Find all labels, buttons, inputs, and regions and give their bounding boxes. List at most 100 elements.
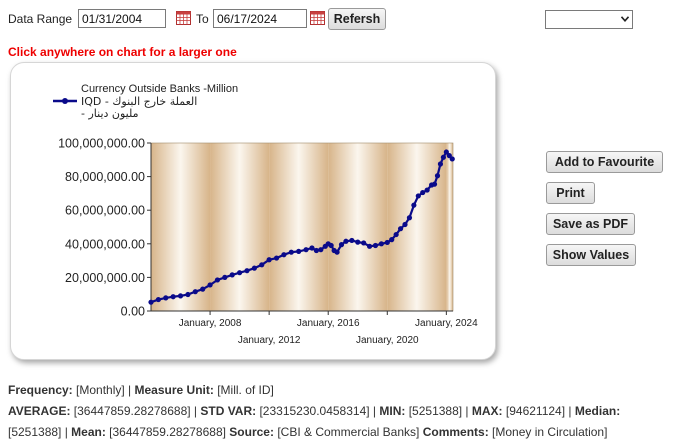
x-tick-label: January, 2012 bbox=[238, 335, 301, 346]
series-point bbox=[328, 242, 334, 249]
series-point bbox=[415, 193, 421, 199]
series-point bbox=[200, 286, 206, 292]
series-point bbox=[288, 249, 294, 255]
series-point bbox=[251, 265, 257, 271]
plot-band bbox=[269, 143, 329, 311]
series-layer bbox=[148, 149, 455, 305]
x-tick-label: January, 2020 bbox=[356, 335, 419, 346]
series-point bbox=[393, 231, 399, 238]
series-point bbox=[378, 241, 384, 247]
average-label: AVERAGE: bbox=[8, 404, 71, 418]
series-point bbox=[402, 221, 408, 228]
series-point bbox=[343, 238, 349, 244]
std-var-label: STD VAR: bbox=[200, 404, 257, 418]
series-point bbox=[229, 272, 235, 278]
mean-label: Mean: bbox=[71, 425, 106, 439]
series-point bbox=[244, 268, 250, 274]
series-point bbox=[420, 189, 426, 196]
larger-chart-notice: Click anywhere on chart for a larger one bbox=[8, 45, 237, 59]
comments-label: Comments: bbox=[422, 425, 489, 439]
start-calendar-icon[interactable] bbox=[176, 11, 191, 28]
series-point bbox=[214, 277, 221, 283]
footer-line-3: [5251388] | Mean: [36447859.28278688] So… bbox=[8, 422, 607, 442]
series-point bbox=[384, 239, 390, 246]
median-label: Median: bbox=[574, 404, 621, 418]
series-select[interactable] bbox=[545, 10, 633, 29]
refresh-button[interactable]: Refersh bbox=[328, 8, 386, 30]
series-point bbox=[424, 187, 430, 193]
y-tick-label: 60,000,000.00 bbox=[65, 204, 145, 218]
series-point bbox=[170, 294, 176, 300]
end-date-input[interactable] bbox=[213, 9, 307, 28]
series-point bbox=[281, 252, 287, 258]
legend-line-1: Currency Outside Banks -Million bbox=[81, 83, 238, 95]
series-point bbox=[273, 255, 280, 261]
x-axis: January, 2008 January, 2012 January, 2016 J… bbox=[151, 310, 478, 346]
std-var-value: [23315230.0458314] | bbox=[256, 404, 380, 418]
measure-unit-value: [Mill. of ID] bbox=[213, 383, 274, 397]
series-point bbox=[440, 154, 447, 160]
plot-band bbox=[328, 143, 388, 311]
source-value: [CBI & Commercial Banks] bbox=[273, 425, 423, 439]
frequency-value: [Monthly] | bbox=[72, 383, 135, 397]
series-point bbox=[155, 296, 161, 303]
series-point bbox=[411, 202, 417, 208]
print-button[interactable]: Print bbox=[546, 182, 595, 204]
currency-chart[interactable]: 0.00 20,000,000.00 40,000,000.00 60,000,000… bbox=[11, 63, 497, 361]
frequency-label: Frequency: bbox=[8, 383, 73, 397]
calendar-icon[interactable] bbox=[310, 11, 325, 25]
min-value: [5251388] | bbox=[405, 404, 472, 418]
y-tick-label: 80,000,000.00 bbox=[65, 170, 145, 184]
end-calendar-icon[interactable] bbox=[310, 11, 325, 28]
legend: Currency Outside Banks -Million IQD - ال… bbox=[53, 83, 238, 120]
series-point bbox=[207, 282, 213, 288]
comments-value: [Money in Circulation] bbox=[488, 425, 608, 439]
series-point bbox=[389, 237, 395, 243]
series-point bbox=[443, 149, 449, 155]
series-point bbox=[303, 247, 309, 253]
series-point bbox=[148, 299, 154, 305]
series-point bbox=[449, 156, 455, 162]
series-point bbox=[434, 173, 441, 179]
plot-band bbox=[446, 143, 453, 311]
chart-panel[interactable]: 0.00 20,000,000.00 40,000,000.00 60,000,000… bbox=[10, 62, 496, 360]
source-label: Source: bbox=[229, 425, 274, 439]
series-point bbox=[222, 274, 228, 280]
series-point bbox=[296, 248, 302, 254]
series-point bbox=[185, 291, 191, 298]
legend-line-3: - مليون دينار bbox=[81, 107, 139, 120]
calendar-icon[interactable] bbox=[176, 11, 191, 25]
y-tick-label: 100,000,000.00 bbox=[58, 137, 145, 151]
save-as-pdf-button[interactable]: Save as PDF bbox=[546, 213, 635, 235]
median-value: [5251388] | bbox=[8, 425, 72, 439]
series-point bbox=[361, 240, 367, 246]
plot-band bbox=[151, 143, 211, 311]
y-tick-label: 40,000,000.00 bbox=[65, 237, 145, 251]
series-point bbox=[318, 247, 324, 253]
series-point bbox=[397, 226, 404, 232]
chevron-down-icon bbox=[621, 16, 629, 22]
series-point bbox=[163, 295, 169, 301]
series-point bbox=[177, 293, 184, 299]
series-point bbox=[309, 245, 315, 251]
plot-band bbox=[387, 143, 447, 311]
series-point bbox=[355, 239, 361, 245]
series-point bbox=[406, 215, 413, 221]
series-point bbox=[366, 243, 373, 249]
series-point bbox=[431, 181, 438, 187]
average-value: [36447859.28278688] | bbox=[70, 404, 201, 418]
add-to-favourite-button[interactable]: Add to Favourite bbox=[546, 151, 663, 173]
series-point bbox=[349, 237, 355, 244]
data-range-label: Data Range bbox=[8, 12, 73, 26]
series-point bbox=[237, 270, 243, 276]
series-point bbox=[437, 161, 444, 167]
to-label: To bbox=[196, 12, 209, 26]
series-point bbox=[338, 242, 345, 248]
show-values-button[interactable]: Show Values bbox=[546, 244, 636, 266]
x-tick-label: January, 2008 bbox=[179, 318, 242, 329]
series-point bbox=[372, 242, 379, 249]
footer-line-2: AVERAGE: [36447859.28278688] | STD VAR: … bbox=[8, 401, 620, 421]
series-point bbox=[259, 262, 265, 268]
y-tick-label: 0.00 bbox=[121, 305, 145, 319]
start-date-input[interactable] bbox=[78, 9, 166, 28]
